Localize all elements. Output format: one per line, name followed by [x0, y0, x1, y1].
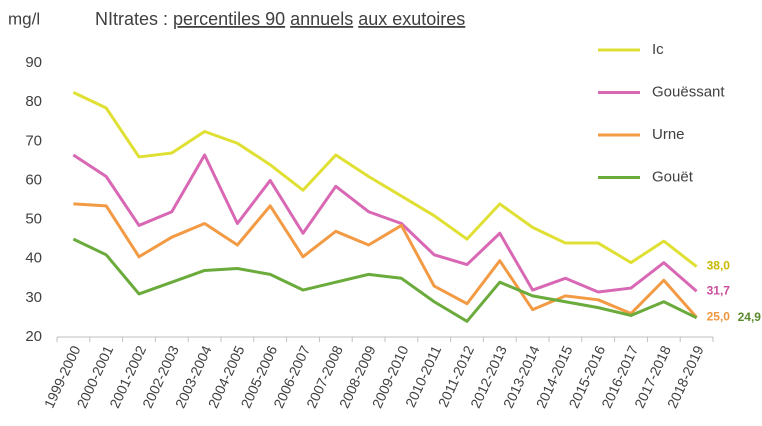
series-line: [72, 91, 698, 268]
chart-title: NItrates : percentiles 90 annuels aux ex…: [95, 9, 465, 29]
title-part: annuels: [290, 9, 353, 29]
y-tick-label: 20: [25, 328, 42, 345]
y-tick-label: 40: [25, 250, 42, 267]
series-line: [73, 202, 698, 319]
legend-label: Gouëssant: [652, 83, 725, 100]
value-label: 31,7: [707, 283, 731, 297]
series-line: [72, 153, 698, 294]
y-tick-label: 30: [25, 289, 42, 306]
legend-label: Ic: [652, 41, 664, 58]
value-label: 25,0: [707, 310, 731, 324]
y-unit: mg/l: [8, 9, 40, 28]
title-part: percentiles 90: [173, 9, 285, 29]
value-label: 24,9: [738, 310, 762, 324]
value-label: 38,0: [707, 259, 731, 273]
y-tick-label: 90: [25, 54, 42, 71]
y-tick-label: 60: [25, 171, 42, 188]
title-lead: NItrates :: [95, 9, 168, 29]
y-tick-label: 70: [25, 132, 42, 149]
y-tick-label: 50: [25, 211, 42, 228]
y-tick-label: 80: [25, 93, 42, 110]
legend-label: Gouët: [652, 168, 694, 185]
series-line: [72, 237, 698, 323]
legend-label: Urne: [652, 126, 685, 143]
title-part: aux exutoires: [358, 9, 465, 29]
